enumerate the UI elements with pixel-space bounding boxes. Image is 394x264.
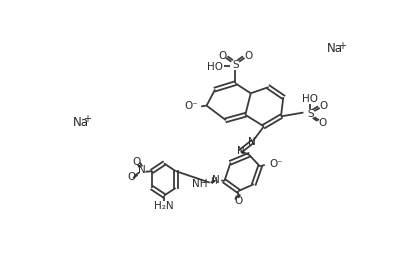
Text: HO: HO xyxy=(303,95,318,105)
Text: S: S xyxy=(307,109,314,119)
Text: S: S xyxy=(232,60,238,70)
Text: Na: Na xyxy=(72,116,89,129)
Text: O⁻: O⁻ xyxy=(269,159,283,169)
Text: +: + xyxy=(338,41,346,50)
Text: H: H xyxy=(210,177,216,186)
Text: NH: NH xyxy=(192,179,207,189)
Text: Na: Na xyxy=(327,42,343,55)
Text: O: O xyxy=(244,50,253,60)
Text: O: O xyxy=(127,172,136,182)
Text: N: N xyxy=(237,146,245,156)
Text: +: + xyxy=(84,115,91,124)
Text: H₂N: H₂N xyxy=(154,201,174,211)
Text: N: N xyxy=(249,137,256,147)
Text: O⁻: O⁻ xyxy=(184,101,198,111)
Text: N: N xyxy=(138,165,145,175)
Text: O: O xyxy=(320,101,328,111)
Text: O: O xyxy=(133,157,141,167)
Text: HO: HO xyxy=(207,62,223,72)
Text: O: O xyxy=(234,196,242,206)
Text: N: N xyxy=(212,175,220,185)
Text: O: O xyxy=(319,117,327,128)
Text: O: O xyxy=(218,50,226,60)
